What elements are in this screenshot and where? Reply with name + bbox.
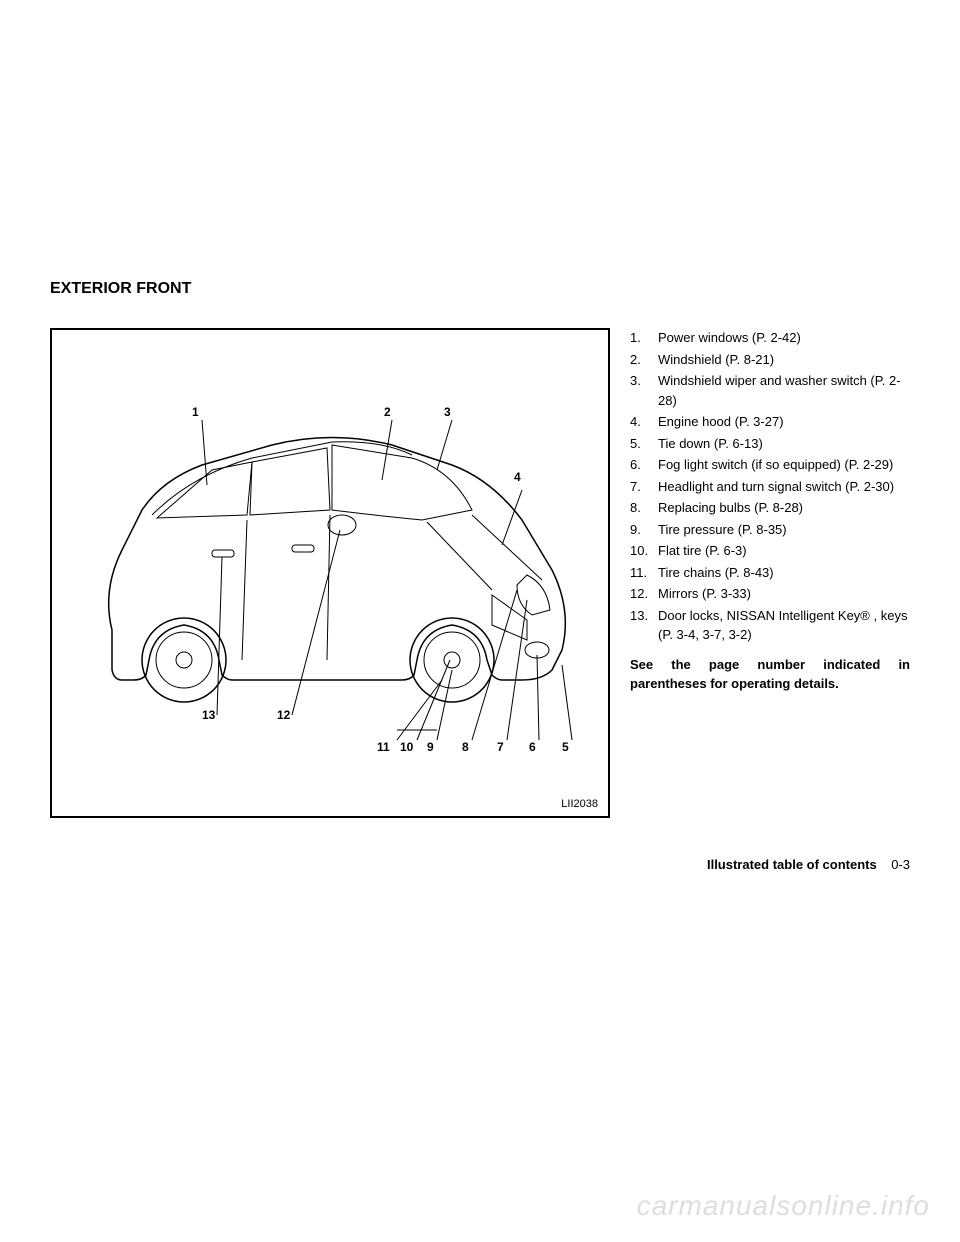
list-text: Replacing bulbs (P. 8-28) <box>658 498 910 518</box>
callout-13: 13 <box>202 708 215 722</box>
car-illustration <box>72 370 592 770</box>
list-text: Mirrors (P. 3-33) <box>658 584 910 604</box>
list-num: 10. <box>630 541 658 561</box>
list-num: 4. <box>630 412 658 432</box>
list-item: 12.Mirrors (P. 3-33) <box>630 584 910 604</box>
parts-list: 1.Power windows (P. 2-42) 2.Windshield (… <box>630 328 910 818</box>
list-num: 8. <box>630 498 658 518</box>
list-item: 5.Tie down (P. 6-13) <box>630 434 910 454</box>
list-num: 6. <box>630 455 658 475</box>
list-num: 5. <box>630 434 658 454</box>
callout-4: 4 <box>514 470 521 484</box>
list-text: Tire chains (P. 8-43) <box>658 563 910 583</box>
section-title: EXTERIOR FRONT <box>50 280 910 298</box>
callout-11: 11 <box>377 740 390 754</box>
list-num: 11. <box>630 563 658 583</box>
list-item: 1.Power windows (P. 2-42) <box>630 328 910 348</box>
footer-label: Illustrated table of contents <box>707 857 877 872</box>
list-text: Flat tire (P. 6-3) <box>658 541 910 561</box>
footer-note: See the page number indicated in parenth… <box>630 655 910 694</box>
list-text: Fog light switch (if so equipped) (P. 2-… <box>658 455 910 475</box>
callout-12: 12 <box>277 708 290 722</box>
list-text: Tie down (P. 6-13) <box>658 434 910 454</box>
illustration-box: 1 2 3 4 5 6 7 8 9 10 11 12 13 LII2038 <box>50 328 610 818</box>
list-item: 6.Fog light switch (if so equipped) (P. … <box>630 455 910 475</box>
list-item: 13.Door locks, NISSAN Intelligent Key® ,… <box>630 606 910 645</box>
callout-5: 5 <box>562 740 569 754</box>
content-row: 1 2 3 4 5 6 7 8 9 10 11 12 13 LII2038 1.… <box>50 328 910 818</box>
illustration-code: LII2038 <box>561 798 598 810</box>
list-item: 11.Tire chains (P. 8-43) <box>630 563 910 583</box>
callout-9: 9 <box>427 740 434 754</box>
list-text: Windshield (P. 8-21) <box>658 350 910 370</box>
callout-1: 1 <box>192 405 199 419</box>
watermark: carmanualsonline.info <box>637 1190 930 1222</box>
list-text: Windshield wiper and washer switch (P. 2… <box>658 371 910 410</box>
list-text: Engine hood (P. 3-27) <box>658 412 910 432</box>
list-num: 12. <box>630 584 658 604</box>
list-item: 8.Replacing bulbs (P. 8-28) <box>630 498 910 518</box>
list-item: 10.Flat tire (P. 6-3) <box>630 541 910 561</box>
list-text: Tire pressure (P. 8-35) <box>658 520 910 540</box>
callout-10: 10 <box>400 740 413 754</box>
list-item: 4.Engine hood (P. 3-27) <box>630 412 910 432</box>
list-item: 2.Windshield (P. 8-21) <box>630 350 910 370</box>
callout-8: 8 <box>462 740 469 754</box>
page-footer: Illustrated table of contents 0-3 <box>707 857 910 872</box>
list-num: 3. <box>630 371 658 410</box>
callout-3: 3 <box>444 405 451 419</box>
callout-6: 6 <box>529 740 536 754</box>
callout-2: 2 <box>384 405 391 419</box>
list-num: 2. <box>630 350 658 370</box>
list-text: Headlight and turn signal switch (P. 2-3… <box>658 477 910 497</box>
list-text: Door locks, NISSAN Intelligent Key® , ke… <box>658 606 910 645</box>
list-num: 7. <box>630 477 658 497</box>
list-num: 9. <box>630 520 658 540</box>
list-num: 1. <box>630 328 658 348</box>
list-item: 7.Headlight and turn signal switch (P. 2… <box>630 477 910 497</box>
list-item: 3.Windshield wiper and washer switch (P.… <box>630 371 910 410</box>
footer-page-num: 0-3 <box>891 857 910 872</box>
callout-7: 7 <box>497 740 504 754</box>
list-num: 13. <box>630 606 658 645</box>
footer-sep <box>880 857 887 872</box>
list-text: Power windows (P. 2-42) <box>658 328 910 348</box>
list-item: 9.Tire pressure (P. 8-35) <box>630 520 910 540</box>
